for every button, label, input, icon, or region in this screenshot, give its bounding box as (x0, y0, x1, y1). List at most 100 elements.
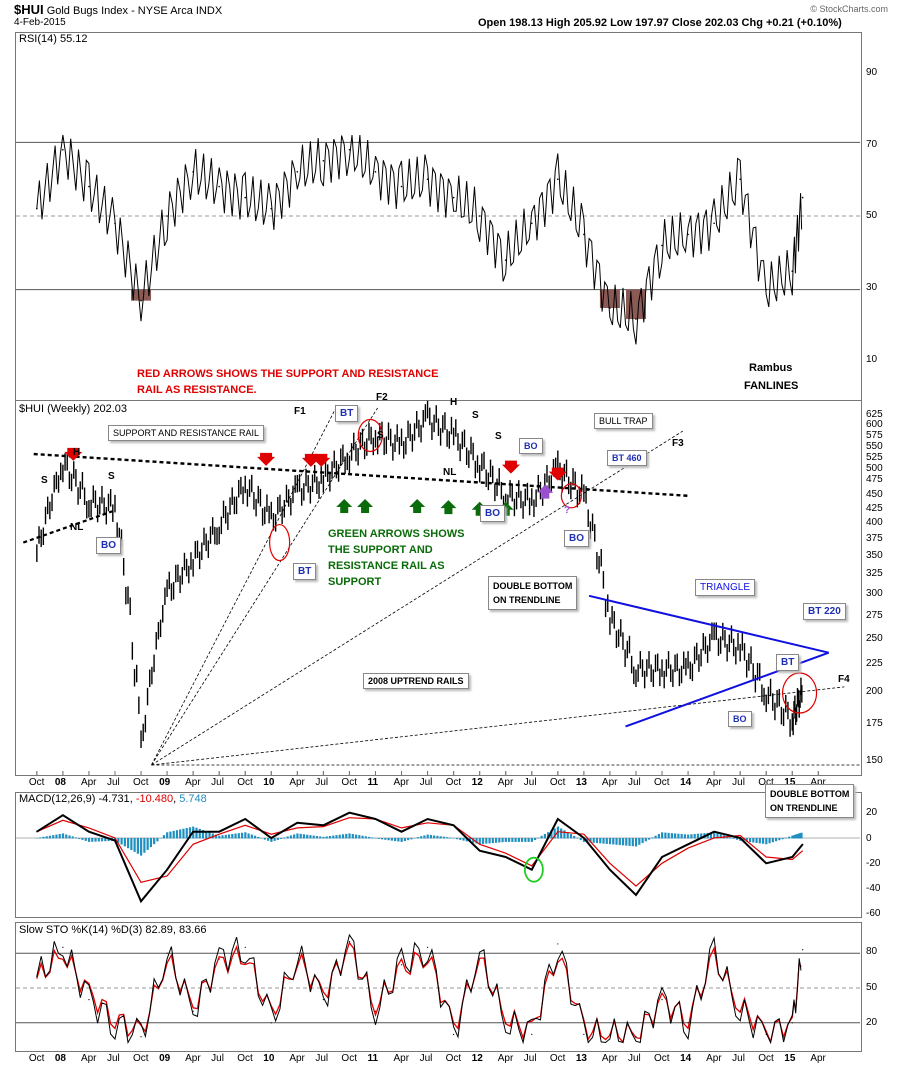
macd-histogram-bar (162, 835, 166, 839)
rsi-point (296, 171, 299, 173)
bt-label-3: BT (776, 654, 800, 671)
rsi-point (713, 222, 715, 225)
macd-histogram-bar (488, 838, 491, 844)
macd-point (739, 837, 741, 839)
macd-histogram-bar (104, 838, 107, 842)
green-arrow (409, 498, 426, 513)
macd-histogram-bar (361, 835, 364, 839)
macd-histogram-bar (237, 833, 240, 839)
bo-label-5: BO (728, 711, 752, 727)
macd-histogram-bar (494, 838, 498, 843)
price-ytick: 400 (866, 517, 883, 528)
double-bottom-1-line2: ON TRENDLINE (493, 595, 561, 605)
macd-histogram-bar (735, 838, 739, 840)
sto-ytick: 50 (866, 982, 878, 993)
bt-label-1: BT (335, 405, 359, 422)
price-title: $HUI (Weekly) 202.03 (19, 403, 128, 415)
sto-point (114, 1022, 116, 1024)
x-tick-label: Jul (211, 1053, 224, 1064)
macd-histogram-bar (485, 838, 488, 844)
macd-histogram-bar (338, 834, 341, 839)
rsi-point (62, 148, 64, 151)
macd-histogram-bar (797, 833, 800, 839)
macd-histogram-bar (367, 836, 371, 839)
macd-histogram-bar (302, 834, 306, 839)
sto-point (244, 946, 246, 949)
fan-line-f1 (151, 407, 337, 766)
triangle-label: TRIANGLE (695, 579, 756, 596)
macd-point (244, 818, 246, 820)
macd-histogram-bar (127, 838, 130, 849)
macd-point (713, 831, 715, 833)
macd-histogram-bar (87, 838, 91, 842)
macd-histogram-bar (661, 832, 664, 839)
x-tick-label: Jul (627, 1053, 641, 1064)
macd-title: MACD(12,26,9) -4.731, -10.480, 5.748 (19, 793, 207, 805)
sto-point (739, 1010, 741, 1012)
macd-histogram-bar (732, 838, 735, 839)
macd-histogram-bar (726, 836, 729, 839)
macd-point (802, 843, 804, 845)
macd-histogram-bar (709, 832, 713, 839)
macd-histogram-bar (146, 838, 149, 850)
macd-histogram-bar (700, 833, 703, 839)
rsi-point (348, 148, 351, 151)
macd-histogram-bar (319, 836, 322, 839)
macd-histogram-bar (299, 833, 302, 839)
x-tick-label: Oct (445, 1053, 462, 1064)
macd-histogram-bar (35, 838, 39, 839)
price-ytick: 600 (866, 419, 883, 430)
macd-histogram-bar (149, 838, 153, 848)
macd-point (765, 862, 767, 864)
macd-histogram-bar (527, 838, 530, 842)
macd-histogram-bar (540, 835, 543, 839)
macd-histogram-bar (507, 838, 511, 842)
header-title: $HUI Gold Bugs Index - NYSE Arca INDX (14, 2, 222, 17)
x-tick-label: 09 (159, 777, 171, 788)
green-note-line2: THE SUPPORT AND (328, 544, 433, 556)
index-name: Gold Bugs Index - NYSE Arca INDX (46, 5, 223, 17)
macd-histogram-bar (748, 838, 752, 843)
price-ytick: 250 (866, 633, 883, 644)
bo-label-2: BO (480, 505, 505, 522)
macd-histogram-bar (491, 838, 494, 844)
macd-histogram-bar (221, 835, 224, 839)
macd-histogram-bar (68, 835, 71, 839)
macd-ytick: -60 (866, 908, 881, 919)
macd-histogram-bar (796, 834, 799, 839)
macd-histogram-bar (792, 835, 795, 839)
macd-histogram-bar (765, 838, 768, 845)
x-tick-label: Oct (28, 1053, 45, 1064)
macd-histogram-bar (351, 834, 354, 839)
signal-value: -10.480 (135, 793, 174, 805)
macd-histogram-bar (426, 834, 429, 839)
copyright: © StockCharts.com (810, 4, 888, 14)
macd-histogram-bar (371, 837, 374, 839)
macd-histogram-bar (501, 838, 504, 843)
macd-histogram-bar (224, 834, 227, 839)
macd-value: -4.731 (98, 793, 130, 805)
macd-histogram-bar (589, 838, 592, 843)
rsi-point (88, 185, 90, 188)
price-ytick: 425 (866, 503, 883, 514)
chart-date: 4-Feb-2015 (14, 17, 66, 28)
macd-histogram-bar (159, 838, 162, 839)
macd-histogram-bar (667, 832, 670, 839)
x-tick-label: Oct (445, 777, 462, 788)
macd-histogram-bar (218, 835, 221, 839)
macd-histogram-bar (690, 834, 693, 839)
rsi-ytick: 90 (866, 67, 878, 78)
rsi-point (635, 318, 637, 320)
macd-histogram-bar (390, 838, 393, 841)
rsi-title: RSI(14) 55.12 (19, 33, 88, 45)
macd-histogram-bar (345, 833, 348, 839)
macd-histogram-bar (39, 837, 42, 839)
macd-point (583, 837, 585, 839)
macd-histogram-bar (674, 833, 677, 839)
x-tick-label: Jul (106, 777, 120, 788)
green-note-line1: GREEN ARROWS SHOWS (328, 528, 465, 540)
macd-histogram-bar (615, 838, 618, 845)
triangle-top-rail (588, 594, 829, 654)
bo-label-3: BO (519, 438, 543, 454)
red-arrow (64, 447, 83, 461)
